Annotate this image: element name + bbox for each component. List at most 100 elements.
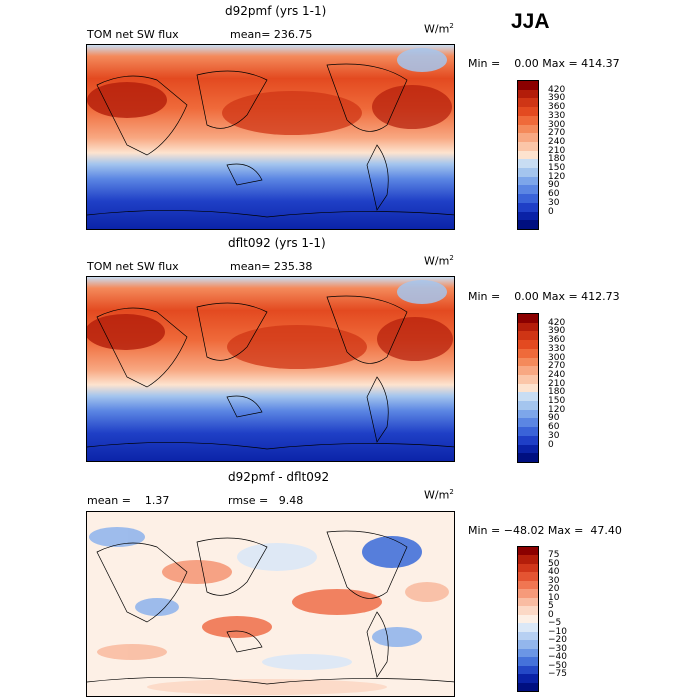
colorbar-swatch [518, 555, 538, 564]
colorbar-tick-label: 150 [548, 396, 566, 407]
colorbar-swatch [518, 220, 538, 229]
colorbar-tick-label: 180 [548, 387, 566, 398]
colorbar-swatch [518, 392, 538, 402]
colorbar-tick-label: 30 [548, 430, 560, 441]
panel1-stat: mean= 236.75 [230, 28, 313, 41]
colorbar-swatch [518, 572, 538, 581]
colorbar-tick-label: 0 [548, 206, 554, 217]
colorbar-tick-label: 30 [548, 575, 560, 586]
colorbar-swatch [518, 107, 538, 116]
colorbar-tick-label: 120 [548, 171, 566, 182]
colorbar-tick-label: 300 [548, 119, 566, 130]
colorbar-tick-label: 0 [548, 439, 554, 450]
panel1-title: d92pmf (yrs 1-1) [225, 4, 327, 18]
colorbar-swatch [518, 168, 538, 177]
colorbar-tick-label: −50 [548, 660, 567, 671]
colorbar-swatch [518, 194, 538, 203]
colorbar-swatch [518, 366, 538, 375]
colorbar-tick-label: −75 [548, 669, 567, 680]
colorbar-swatch [518, 314, 538, 323]
colorbar-tick-label: 90 [548, 413, 560, 424]
colorbar-tick-label: −30 [548, 643, 567, 654]
panel3-colorbar-swatches [518, 547, 538, 691]
colorbar-tick-label: 420 [548, 84, 566, 95]
colorbar-tick-label: 360 [548, 335, 566, 346]
panel1-colorbar-swatches [518, 81, 538, 229]
colorbar-tick-label: 390 [548, 326, 566, 337]
colorbar-tick-label: 330 [548, 343, 566, 354]
panel1-colorbar [517, 80, 539, 230]
panel3-colorbar [517, 546, 539, 692]
colorbar-swatch [518, 81, 538, 90]
colorbar-swatch [518, 444, 538, 454]
colorbar-swatch [518, 453, 538, 462]
colorbar-swatch [518, 176, 538, 186]
panel2-minmax: Min = 0.00 Max = 412.73 [468, 290, 620, 303]
colorbar-tick-label: 420 [548, 317, 566, 328]
colorbar-swatch [518, 427, 538, 436]
panel3-minmax: Min = −48.02 Max = 47.40 [468, 524, 622, 537]
colorbar-tick-label: 40 [548, 567, 560, 578]
colorbar-swatch [518, 665, 538, 675]
colorbar-tick-label: −5 [548, 618, 562, 629]
colorbar-tick-label: 90 [548, 180, 560, 191]
colorbar-tick-label: 360 [548, 102, 566, 113]
colorbar-swatch [518, 141, 538, 151]
colorbar-tick-label: 240 [548, 369, 566, 380]
colorbar-swatch [518, 589, 538, 598]
colorbar-tick-label: 150 [548, 163, 566, 174]
colorbar-tick-label: 60 [548, 422, 560, 433]
panel1-field [87, 45, 454, 229]
colorbar-swatch [518, 340, 538, 349]
colorbar-swatch [518, 133, 538, 142]
colorbar-swatch [518, 202, 538, 212]
colorbar-swatch [518, 563, 538, 573]
colorbar-swatch [518, 631, 538, 641]
panel1-subtitle: TOM net SW flux [87, 28, 179, 41]
panel1-map [86, 44, 455, 230]
panel1-units: W/m2 [424, 22, 454, 36]
colorbar-swatch [518, 606, 538, 615]
colorbar-tick-label: 270 [548, 128, 566, 139]
colorbar-swatch [518, 98, 538, 108]
colorbar-swatch [518, 580, 538, 590]
colorbar-tick-label: 210 [548, 378, 566, 389]
colorbar-swatch [518, 623, 538, 632]
panel2-units: W/m2 [424, 254, 454, 268]
colorbar-tick-label: 180 [548, 154, 566, 165]
colorbar-swatch [518, 682, 538, 691]
colorbar-swatch [518, 674, 538, 683]
colorbar-tick-label: 50 [548, 558, 560, 569]
colorbar-swatch [518, 648, 538, 658]
colorbar-tick-label: −20 [548, 635, 567, 646]
colorbar-tick-label: 240 [548, 136, 566, 147]
colorbar-swatch [518, 348, 538, 358]
colorbar-tick-label: −10 [548, 626, 567, 637]
panel2-title: dflt092 (yrs 1-1) [228, 236, 326, 250]
colorbar-swatch [518, 614, 538, 624]
colorbar-swatch [518, 418, 538, 428]
colorbar-tick-label: 300 [548, 352, 566, 363]
colorbar-swatch [518, 374, 538, 384]
colorbar-swatch [518, 597, 538, 607]
panel2-field [87, 277, 454, 461]
colorbar-swatch [518, 357, 538, 367]
colorbar-tick-label: 270 [548, 361, 566, 372]
season-label: JJA [511, 10, 550, 33]
panel2-colorbar-swatches [518, 314, 538, 462]
colorbar-tick-label: 330 [548, 110, 566, 121]
colorbar-swatch [518, 409, 538, 419]
colorbar-tick-label: 120 [548, 404, 566, 415]
colorbar-tick-label: 390 [548, 93, 566, 104]
colorbar-swatch [518, 185, 538, 195]
colorbar-tick-label: 60 [548, 189, 560, 200]
colorbar-swatch [518, 124, 538, 134]
colorbar-tick-label: 20 [548, 584, 560, 595]
panel3-stat: rmse = 9.48 [228, 494, 304, 507]
colorbar-tick-label: 75 [548, 550, 560, 561]
colorbar-swatch [518, 657, 538, 666]
colorbar-tick-label: 5 [548, 601, 554, 612]
colorbar-swatch [518, 150, 538, 160]
colorbar-swatch [518, 331, 538, 341]
panel1-minmax: Min = 0.00 Max = 414.37 [468, 57, 620, 70]
